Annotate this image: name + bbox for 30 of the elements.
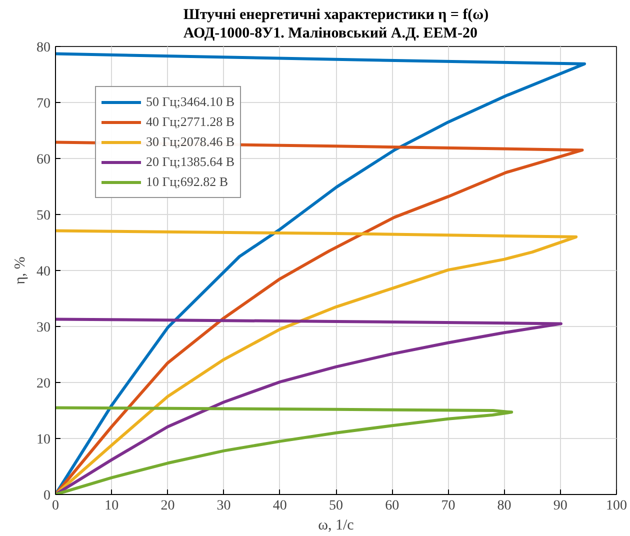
y-tick-label: 70 <box>36 96 50 112</box>
y-tick-label: 30 <box>36 320 50 336</box>
y-tick-label: 80 <box>36 40 50 56</box>
x-tick-label: 70 <box>441 498 456 514</box>
chart-title: Штучні енергетичні характеристики η = f(ω) АОД-1000-8У1. Маліновський А.Д. ЕЕМ-20 <box>183 7 489 42</box>
legend-label: 50 Гц;3464.10 В <box>146 94 235 110</box>
line-series <box>56 229 578 494</box>
x-tick-label: 90 <box>553 498 568 514</box>
y-tick-label: 60 <box>36 152 50 168</box>
line-series <box>56 318 562 494</box>
x-tick-label: 30 <box>216 498 231 514</box>
x-axis-title: ω, 1/с <box>318 518 354 534</box>
line-series <box>56 406 514 494</box>
y-tick-label: 10 <box>36 432 50 448</box>
legend-label: 30 Гц;2078.46 В <box>146 134 235 150</box>
y-axis-title: η, % <box>12 256 28 284</box>
y-tick-label: 20 <box>36 376 50 392</box>
legend-label: 10 Гц;692.82 В <box>146 174 228 190</box>
y-tick-label: 0 <box>44 488 50 504</box>
x-tick-label: 50 <box>329 498 343 514</box>
x-tick-label: 60 <box>385 498 400 514</box>
x-tick-label: 80 <box>497 498 512 514</box>
x-tick-label: 20 <box>160 498 175 514</box>
x-tick-label: 10 <box>104 498 119 514</box>
x-tick-label: 40 <box>272 498 287 514</box>
legend-label: 20 Гц;1385.64 В <box>146 154 235 170</box>
y-tick-label: 50 <box>36 208 50 224</box>
y-tick-label: 40 <box>36 264 50 280</box>
legend-label: 40 Гц;2771.28 В <box>146 114 235 130</box>
x-tick-label: 100 <box>606 498 627 514</box>
